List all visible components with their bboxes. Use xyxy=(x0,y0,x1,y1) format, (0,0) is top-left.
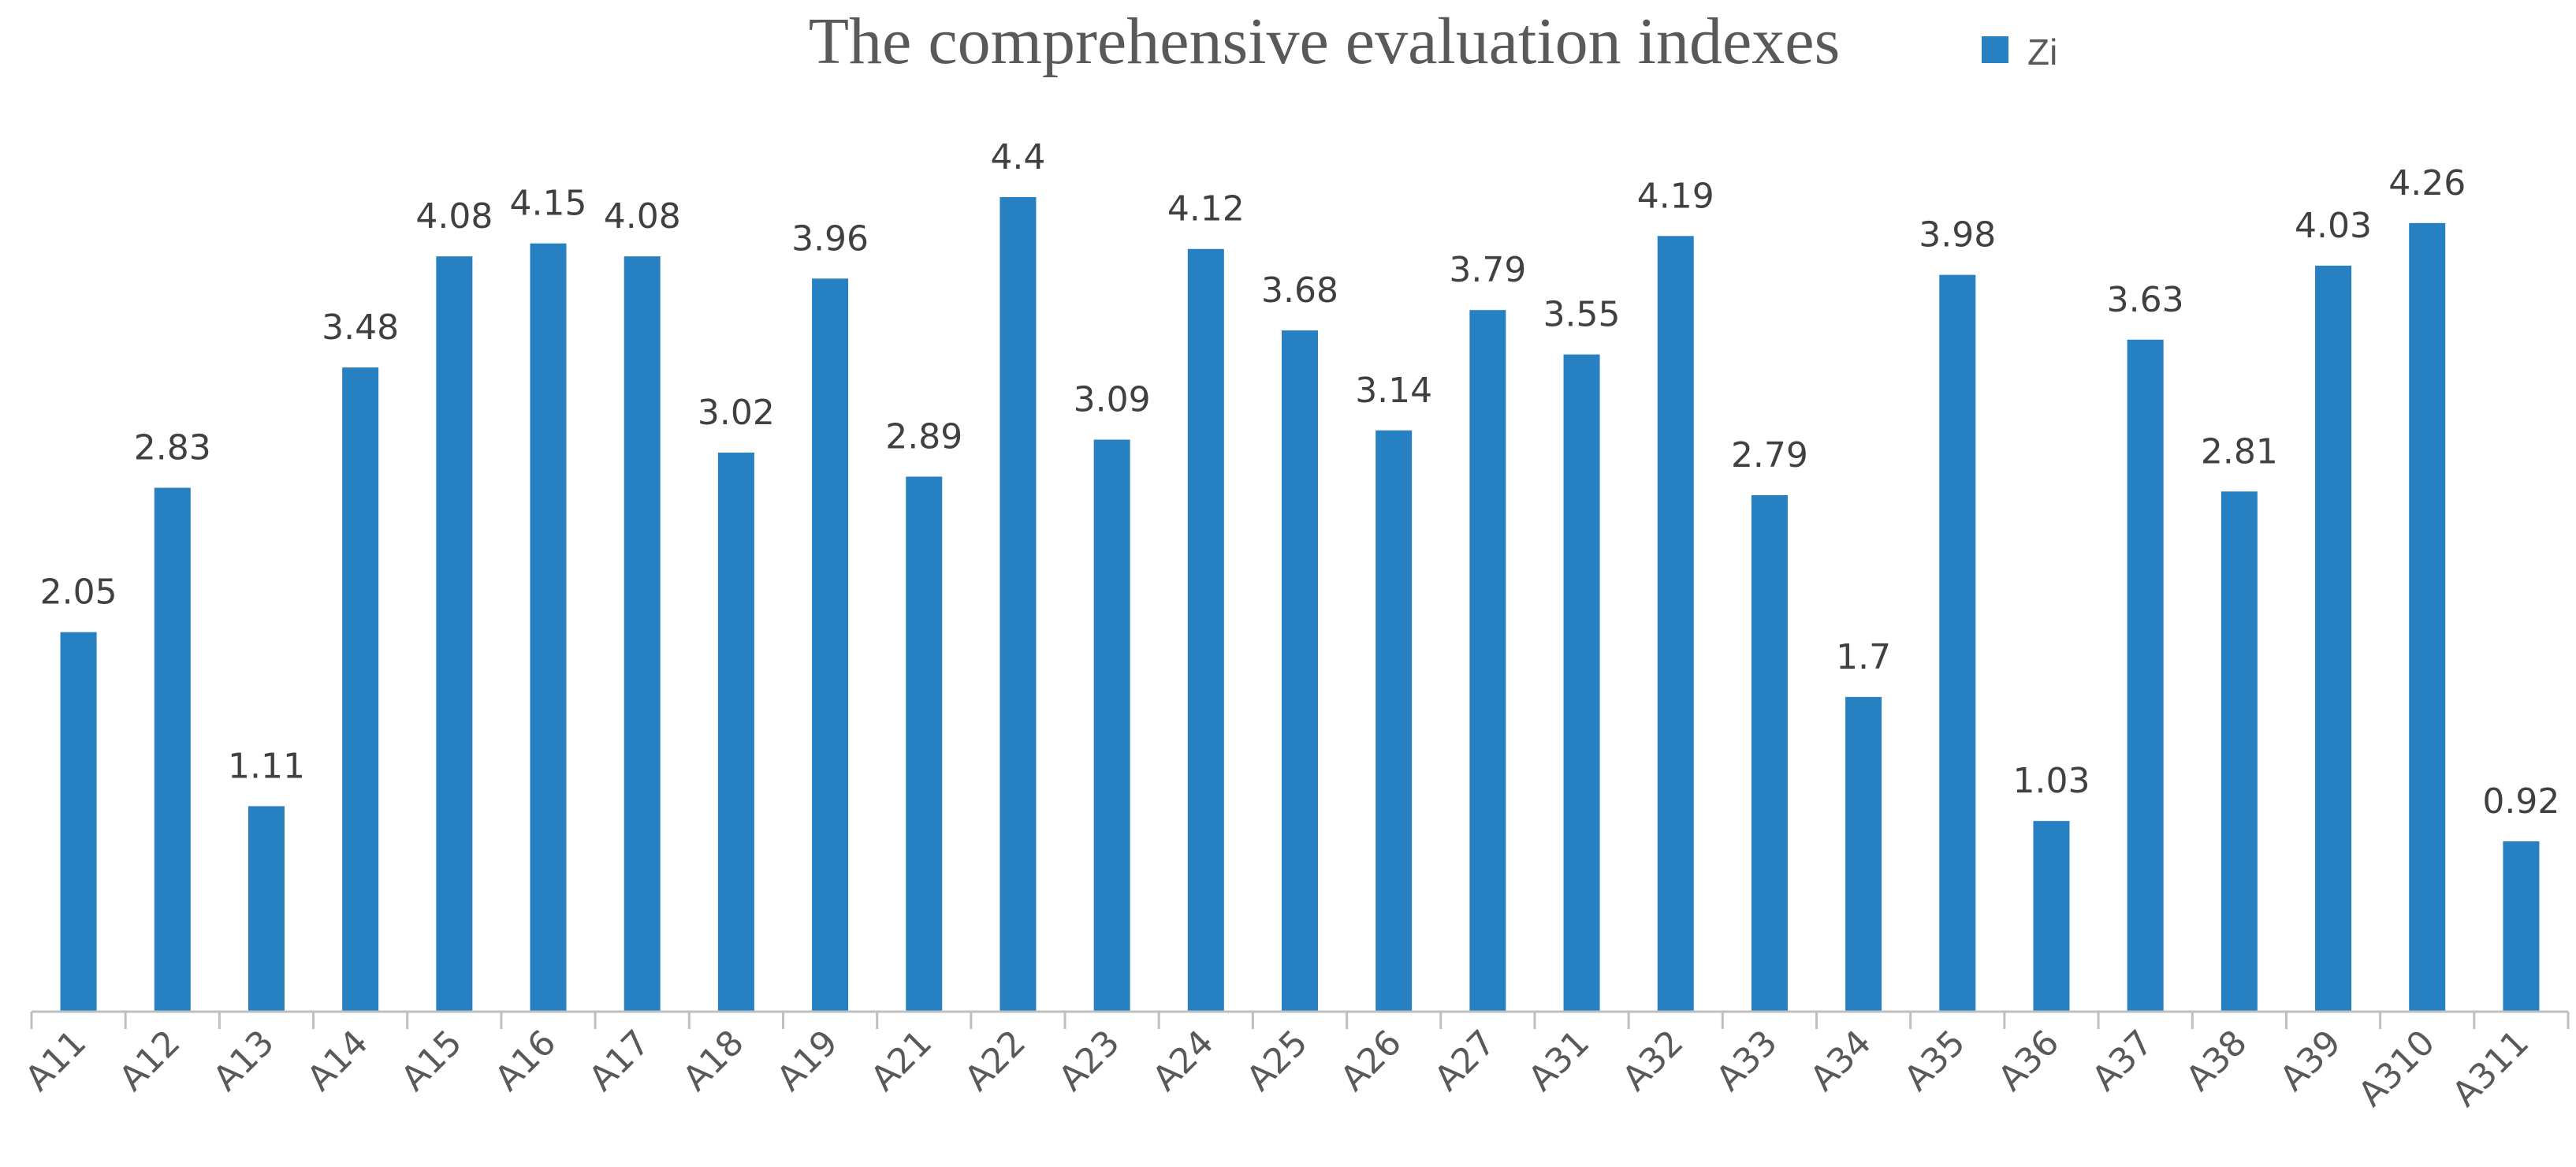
tick-label-a25: A25 xyxy=(1239,1023,1316,1099)
tick-label-a23: A23 xyxy=(1051,1023,1127,1099)
data-label-a13: 1.11 xyxy=(228,746,305,786)
bar-a37 xyxy=(2127,339,2164,1012)
tick-label-a35: A35 xyxy=(1897,1023,1973,1099)
tick-label-a34: A34 xyxy=(1803,1023,1879,1099)
tick-label-a33: A33 xyxy=(1709,1023,1785,1099)
tick-label-a12: A12 xyxy=(112,1023,188,1099)
bar-a36 xyxy=(2033,821,2070,1012)
data-label-a32: 4.19 xyxy=(1637,176,1714,216)
tick-label-a39: A39 xyxy=(2273,1023,2349,1099)
bars-group xyxy=(60,197,2540,1012)
data-label-a27: 3.79 xyxy=(1449,250,1526,290)
bar-a15 xyxy=(436,256,473,1012)
tick-label-a26: A26 xyxy=(1333,1023,1409,1099)
bar-a33 xyxy=(1751,494,1788,1012)
tick-label-a38: A38 xyxy=(2179,1023,2255,1099)
x-axis-tick-labels: A11 A12 A13 A14 A15 A16 A17 A18 A19 A21 A22 A23 A24 A… xyxy=(17,1023,2537,1115)
data-label-a11: 2.05 xyxy=(40,572,117,613)
bar-a17 xyxy=(624,256,661,1012)
bar-a18 xyxy=(717,452,754,1012)
bar-a310 xyxy=(2409,222,2446,1012)
data-label-a39: 4.03 xyxy=(2295,206,2372,246)
bar-a13 xyxy=(248,806,285,1012)
tick-label-a21: A21 xyxy=(863,1023,940,1099)
data-label-a15: 4.08 xyxy=(415,196,493,237)
data-label-a311: 0.92 xyxy=(2482,781,2559,822)
data-label-a24: 4.12 xyxy=(1167,189,1245,229)
x-axis-ticks xyxy=(30,1012,2570,1029)
data-label-a37: 3.63 xyxy=(2107,280,2184,320)
data-label-a34: 1.7 xyxy=(1836,637,1891,677)
tick-label-a11: A11 xyxy=(17,1023,94,1099)
bar-a32 xyxy=(1657,236,1694,1012)
data-label-a17: 4.08 xyxy=(604,196,681,237)
tick-label-a311: A311 xyxy=(2444,1023,2537,1115)
data-label-a12: 2.83 xyxy=(134,428,211,468)
data-label-a25: 3.68 xyxy=(1261,270,1338,311)
bar-a311 xyxy=(2503,841,2540,1012)
tick-label-a13: A13 xyxy=(206,1023,282,1099)
legend: Zi xyxy=(1982,32,2057,73)
bar-a23 xyxy=(1093,439,1130,1012)
data-label-a310: 4.26 xyxy=(2388,163,2466,203)
bar-a24 xyxy=(1187,248,1224,1012)
tick-label-a18: A18 xyxy=(676,1023,752,1099)
bar-a11 xyxy=(60,632,97,1012)
data-label-a16: 4.15 xyxy=(510,184,587,224)
data-label-a22: 4.4 xyxy=(990,137,1045,177)
bar-a34 xyxy=(1845,696,1882,1012)
chart-title: The comprehensive evaluation indexes xyxy=(809,5,1841,78)
data-label-a36: 1.03 xyxy=(2012,761,2090,801)
bar-a21 xyxy=(906,476,943,1012)
value-labels-group: 2.05 2.83 1.11 3.48 4.08 4.15 4.08 3.02 3.96 2.89… xyxy=(40,137,2560,822)
data-label-a18: 3.02 xyxy=(698,393,775,433)
bar-a12 xyxy=(154,487,191,1012)
tick-label-a27: A27 xyxy=(1427,1023,1503,1099)
bar-a38 xyxy=(2220,491,2258,1012)
data-label-a26: 3.14 xyxy=(1355,371,1432,411)
bar-a22 xyxy=(1000,197,1037,1012)
bar-a14 xyxy=(342,367,379,1012)
tick-label-a310: A310 xyxy=(2351,1023,2443,1115)
legend-swatch-zi xyxy=(1982,36,2008,63)
data-label-a19: 3.96 xyxy=(791,218,869,259)
tick-label-a17: A17 xyxy=(582,1023,658,1099)
tick-label-a36: A36 xyxy=(1990,1023,2067,1099)
tick-label-a32: A32 xyxy=(1615,1023,1692,1099)
data-label-a23: 3.09 xyxy=(1074,380,1151,420)
bar-a19 xyxy=(812,278,849,1012)
tick-label-a31: A31 xyxy=(1521,1023,1597,1099)
data-label-a14: 3.48 xyxy=(322,308,399,348)
bar-a25 xyxy=(1282,330,1318,1012)
data-label-a31: 3.55 xyxy=(1543,295,1621,335)
bar-a35 xyxy=(1939,274,1976,1012)
bar-a27 xyxy=(1469,310,1506,1012)
data-label-a35: 3.98 xyxy=(1919,215,1996,255)
data-label-a21: 2.89 xyxy=(885,417,962,457)
tick-label-a15: A15 xyxy=(393,1023,470,1099)
legend-label-zi: Zi xyxy=(2027,32,2057,73)
bar-a26 xyxy=(1375,430,1413,1012)
data-label-a38: 2.81 xyxy=(2201,431,2278,472)
tick-label-a22: A22 xyxy=(957,1023,1033,1099)
bar-a31 xyxy=(1563,354,1600,1012)
tick-label-a24: A24 xyxy=(1145,1023,1222,1099)
tick-label-a16: A16 xyxy=(487,1023,564,1099)
tick-label-a19: A19 xyxy=(769,1023,846,1099)
bar-a16 xyxy=(530,243,567,1012)
tick-label-a14: A14 xyxy=(300,1023,376,1099)
tick-label-a37: A37 xyxy=(2085,1023,2161,1099)
data-label-a33: 2.79 xyxy=(1731,435,1808,475)
bar-a39 xyxy=(2315,265,2352,1012)
